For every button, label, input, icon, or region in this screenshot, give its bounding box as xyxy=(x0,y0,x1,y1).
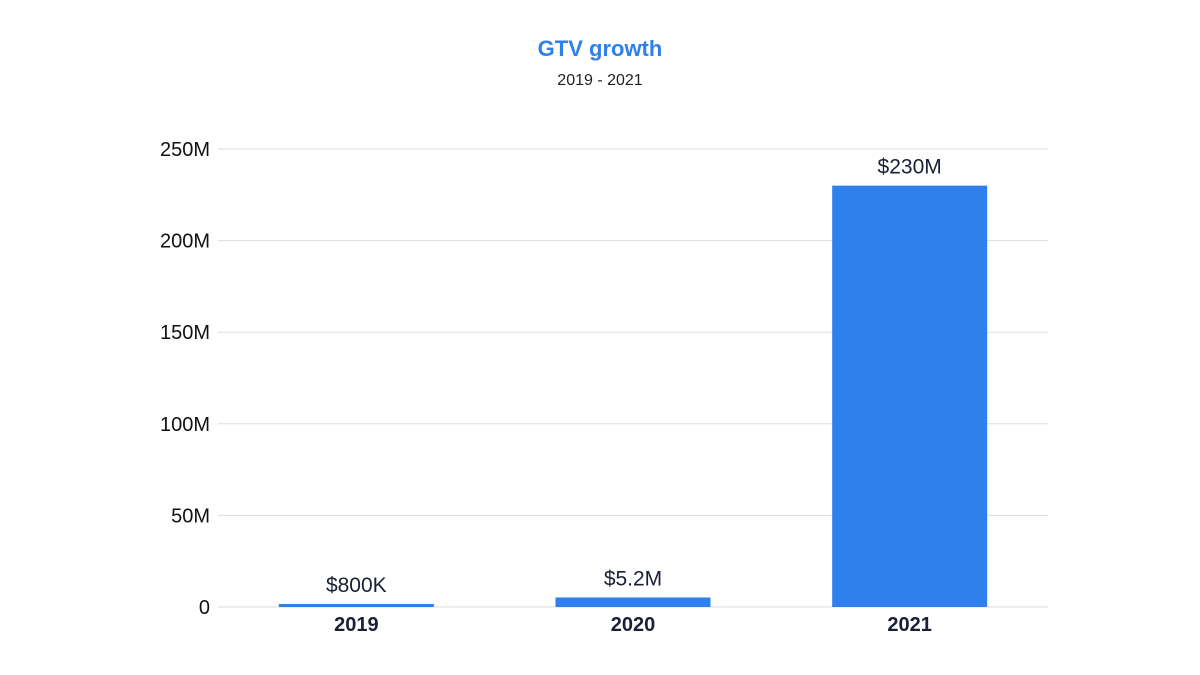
y-tick-label: 0 xyxy=(199,597,210,619)
chart-title: GTV growth xyxy=(537,36,663,61)
x-tick-label: 2019 xyxy=(334,614,379,636)
y-tick-label: 200M xyxy=(160,231,210,253)
data-label-2020: $5.2M xyxy=(604,567,662,590)
bar-2021 xyxy=(832,185,988,607)
bar-2020 xyxy=(555,597,711,607)
data-label-2021: $230M xyxy=(878,156,942,179)
y-tick-label: 100M xyxy=(160,414,210,436)
bars xyxy=(278,185,988,607)
chart-subtitle: 2019 - 2021 xyxy=(557,72,643,89)
y-tick-label: 250M xyxy=(160,139,210,161)
bar-2019 xyxy=(278,604,434,607)
data-labels: $800K $5.2M $230M xyxy=(326,156,942,597)
y-tick-label: 50M xyxy=(171,505,210,527)
x-tick-label: 2021 xyxy=(887,614,932,636)
x-tick-label: 2020 xyxy=(611,614,656,636)
y-tick-label: 150M xyxy=(160,322,210,344)
data-label-2019: $800K xyxy=(326,574,387,597)
x-axis: 2019 2020 2021 xyxy=(334,614,932,636)
y-axis: 0 50M 100M 150M 200M 250M xyxy=(160,139,210,619)
